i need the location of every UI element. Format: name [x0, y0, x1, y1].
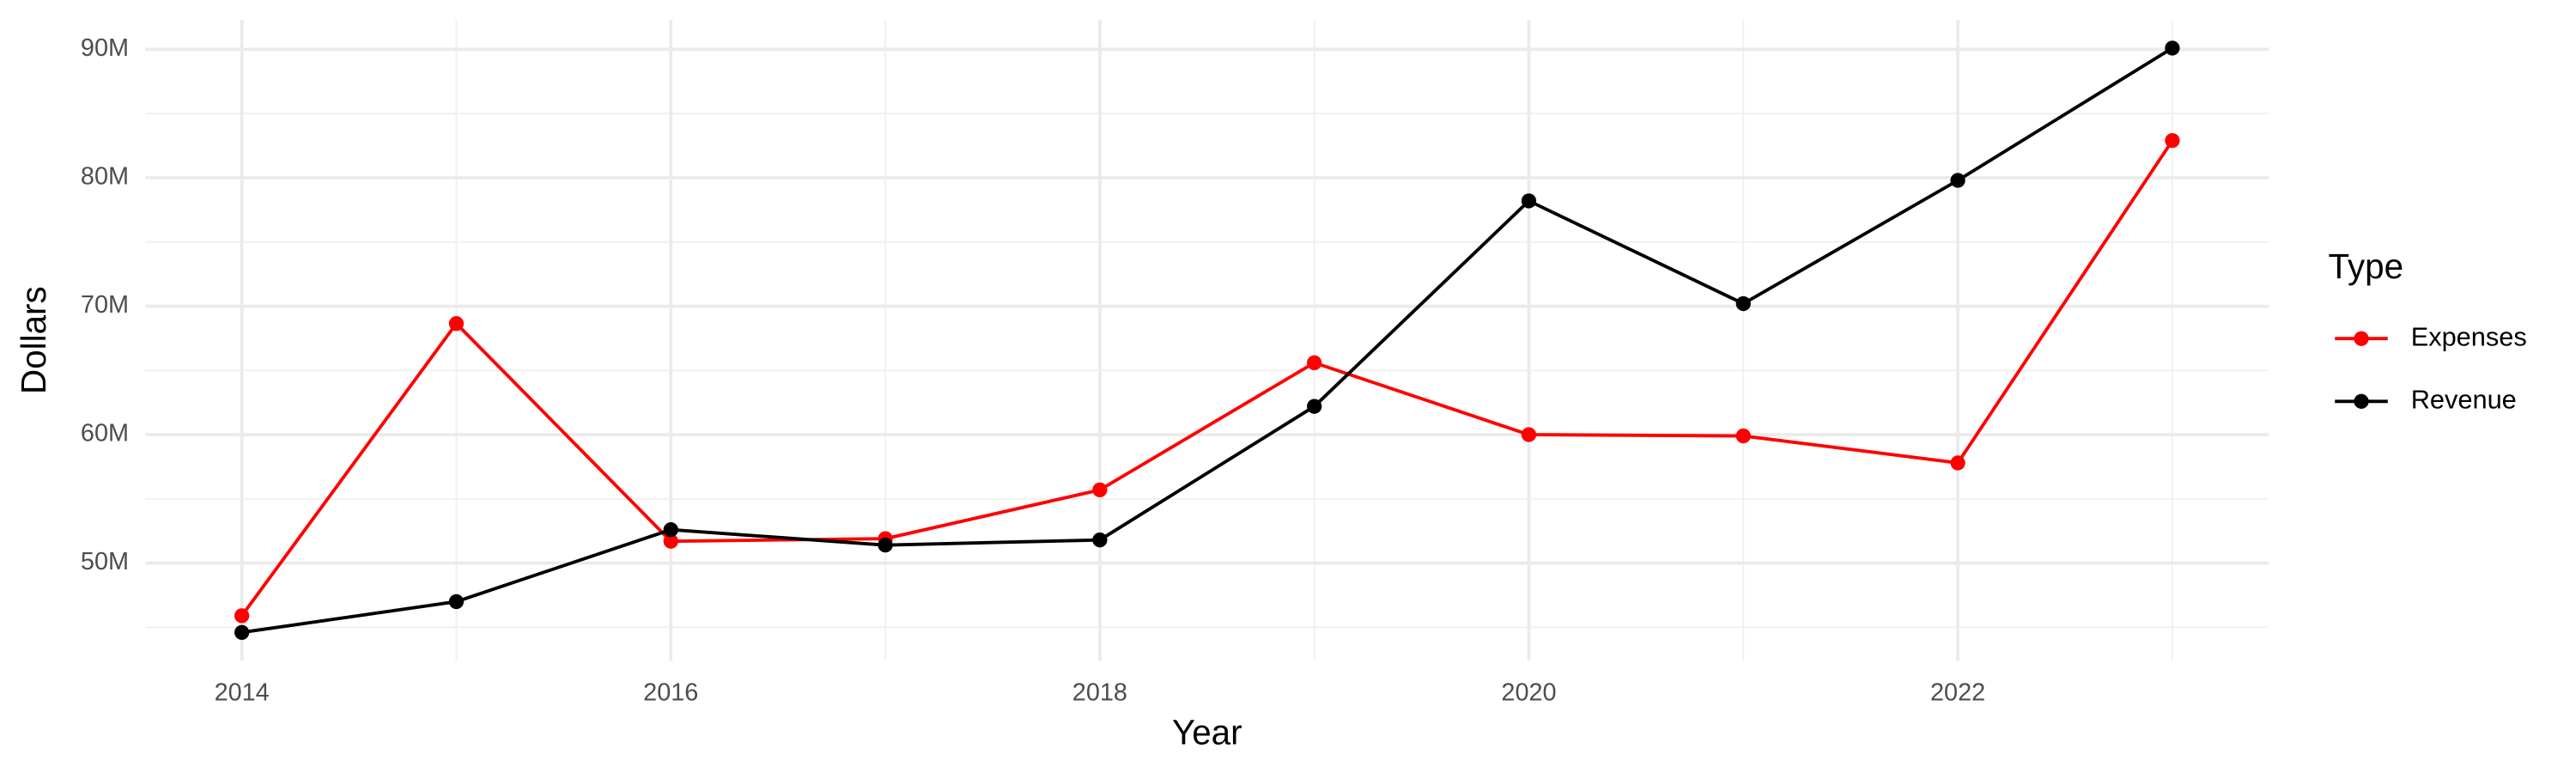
x-tick-label: 2022 [1930, 679, 1985, 706]
data-point [1521, 427, 1537, 442]
x-tick-label: 2016 [643, 679, 698, 706]
data-point [1092, 533, 1108, 548]
data-point [234, 608, 250, 624]
y-axis-title: Dollars [14, 286, 53, 394]
data-point [234, 624, 250, 640]
line-series [240, 139, 2174, 618]
data-point [1735, 428, 1751, 444]
data-point [1307, 355, 1322, 370]
data-point [2165, 40, 2180, 56]
y-tick-label: 90M [81, 34, 129, 62]
x-tick-label: 2018 [1072, 679, 1127, 706]
legend-title: Type [2329, 247, 2404, 286]
legend-key-point [2354, 331, 2369, 346]
data-point [1950, 173, 1965, 188]
data-point [663, 533, 678, 549]
line-series [241, 46, 2173, 635]
data-point [448, 316, 465, 332]
data-point [2165, 132, 2180, 149]
data-point [1950, 455, 1965, 471]
data-point [1307, 399, 1322, 414]
data-point [1735, 295, 1751, 312]
data-point [448, 593, 465, 610]
legend-key-point [2354, 393, 2369, 409]
data-point [1521, 193, 1537, 209]
data-point [1092, 482, 1108, 498]
y-tick-label: 70M [81, 291, 129, 319]
y-tick-label: 80M [81, 163, 129, 191]
y-tick-label: 50M [81, 548, 129, 575]
data-point [663, 522, 678, 538]
x-tick-label: 2020 [1501, 679, 1556, 706]
data-point [878, 538, 893, 553]
legend-label: Expenses [2411, 321, 2527, 351]
legend-label: Revenue [2411, 384, 2517, 414]
x-axis-title: Year [1172, 712, 1242, 752]
x-tick-label: 2014 [215, 679, 270, 706]
y-tick-label: 60M [81, 420, 129, 447]
